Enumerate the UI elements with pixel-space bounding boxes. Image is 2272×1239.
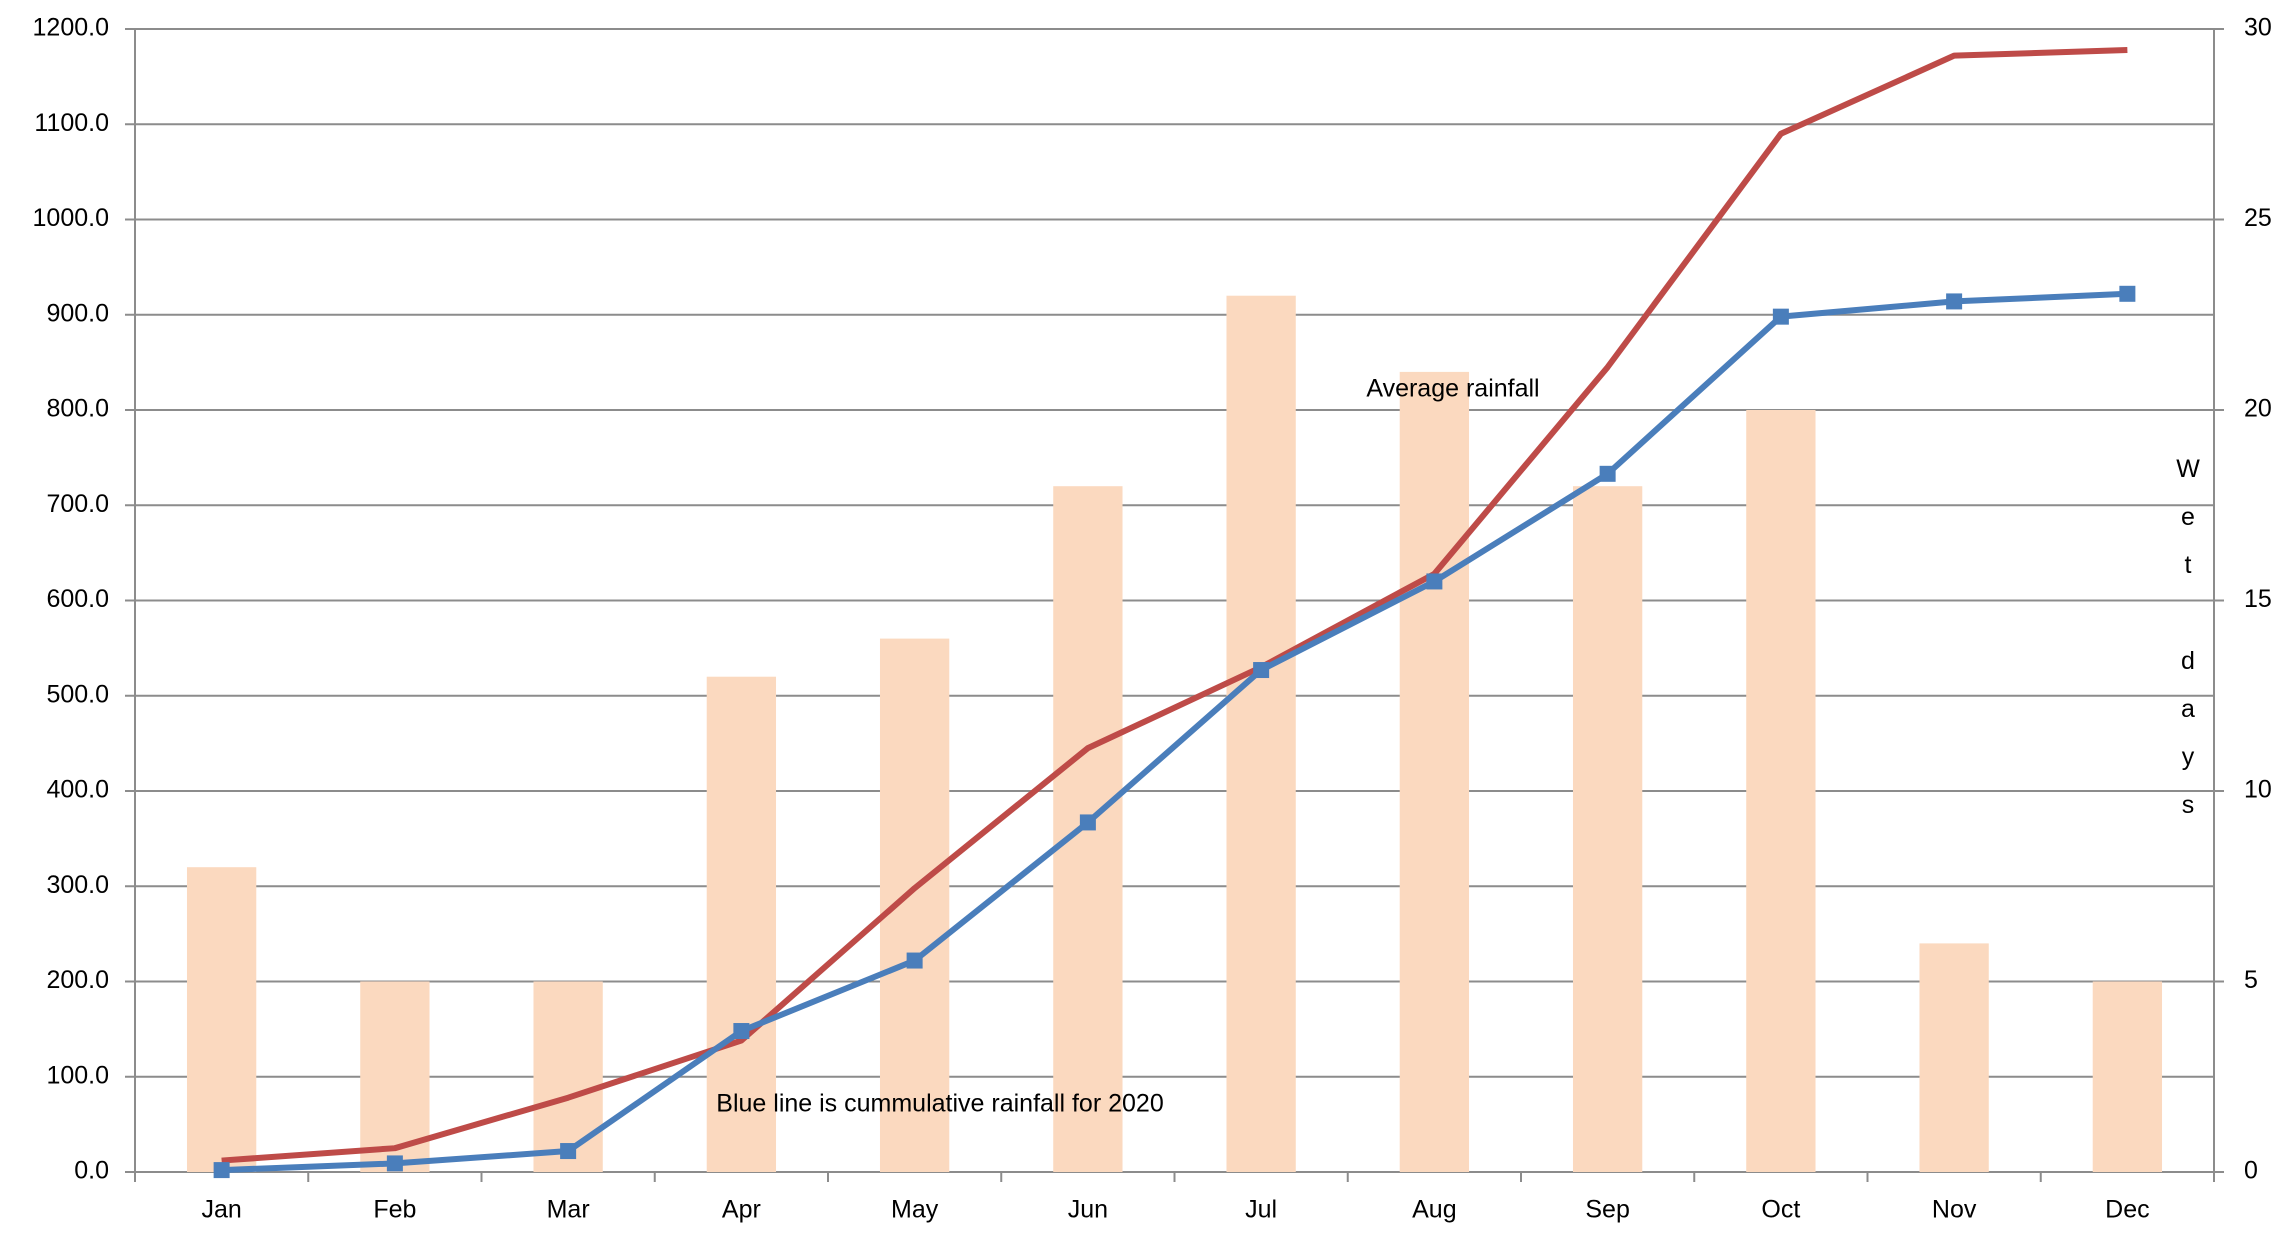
- y2-tick-label: 5: [2244, 966, 2258, 994]
- y2-tick-label: 0: [2244, 1157, 2258, 1185]
- x-tick-label: May: [891, 1196, 939, 1224]
- y-tick-label: 1200.0: [33, 14, 109, 42]
- y2-tick-label: 20: [2244, 395, 2272, 423]
- bar: [2092, 981, 2163, 1172]
- marker: [2119, 285, 2136, 302]
- bar: [1919, 943, 1989, 1172]
- x-tick-label: Sep: [1585, 1196, 1629, 1224]
- marker: [1599, 465, 1616, 482]
- y-tick-label: 100.0: [46, 1061, 109, 1089]
- marker: [1079, 814, 1096, 831]
- y-tick-label: 900.0: [46, 299, 109, 327]
- bar: [1399, 371, 1470, 1172]
- bar: [1746, 410, 1816, 1172]
- marker: [906, 952, 923, 969]
- bar: [1572, 486, 1643, 1172]
- y-tick-label: 700.0: [46, 490, 109, 518]
- annotation: Blue line is cummulative rainfall for 20…: [716, 1090, 1163, 1118]
- x-tick-label: Oct: [1761, 1196, 1800, 1224]
- line: [221, 290, 2128, 1174]
- y2-tick-label: 15: [2244, 585, 2272, 613]
- x-tick-label: Jul: [1245, 1196, 1277, 1224]
- marker: [1772, 308, 1789, 325]
- x-tick-label: Jun: [1068, 1196, 1108, 1224]
- y-tick-label: 600.0: [46, 585, 109, 613]
- x-tick-label: Dec: [2105, 1196, 2149, 1224]
- marker: [733, 1023, 750, 1040]
- x-tick-label: Apr: [722, 1196, 761, 1224]
- bar: [1226, 295, 1296, 1172]
- x-tick-label: Aug: [1412, 1196, 1456, 1224]
- y2-axis-title: Wet days: [2174, 455, 2202, 839]
- y-tick-label: 400.0: [46, 776, 109, 804]
- y2-tick-label: 30: [2244, 14, 2272, 42]
- marker: [213, 1162, 230, 1179]
- y-tick-label: 1000.0: [33, 204, 109, 232]
- marker: [1426, 573, 1443, 590]
- x-tick-label: Mar: [547, 1196, 590, 1224]
- y-tick-label: 800.0: [46, 395, 109, 423]
- line: [221, 46, 2128, 1164]
- y-tick-label: 200.0: [46, 966, 109, 994]
- y2-tick-label: 25: [2244, 204, 2272, 232]
- y-tick-label: 300.0: [46, 871, 109, 899]
- bar: [533, 981, 603, 1172]
- x-tick-label: Feb: [373, 1196, 416, 1224]
- marker: [1946, 293, 1963, 310]
- y-tick-label: 0.0: [74, 1157, 109, 1185]
- x-tick-label: Jan: [201, 1196, 241, 1224]
- x-tick-label: Nov: [1932, 1196, 1977, 1224]
- y-tick-label: 1100.0: [34, 109, 109, 137]
- annotation: Average rainfall: [1366, 375, 1539, 403]
- bar: [706, 676, 777, 1172]
- marker: [386, 1155, 403, 1172]
- marker: [1253, 662, 1270, 679]
- bar: [186, 867, 257, 1172]
- y2-tick-label: 10: [2244, 776, 2272, 804]
- y-tick-label: 500.0: [46, 680, 109, 708]
- marker: [560, 1143, 577, 1160]
